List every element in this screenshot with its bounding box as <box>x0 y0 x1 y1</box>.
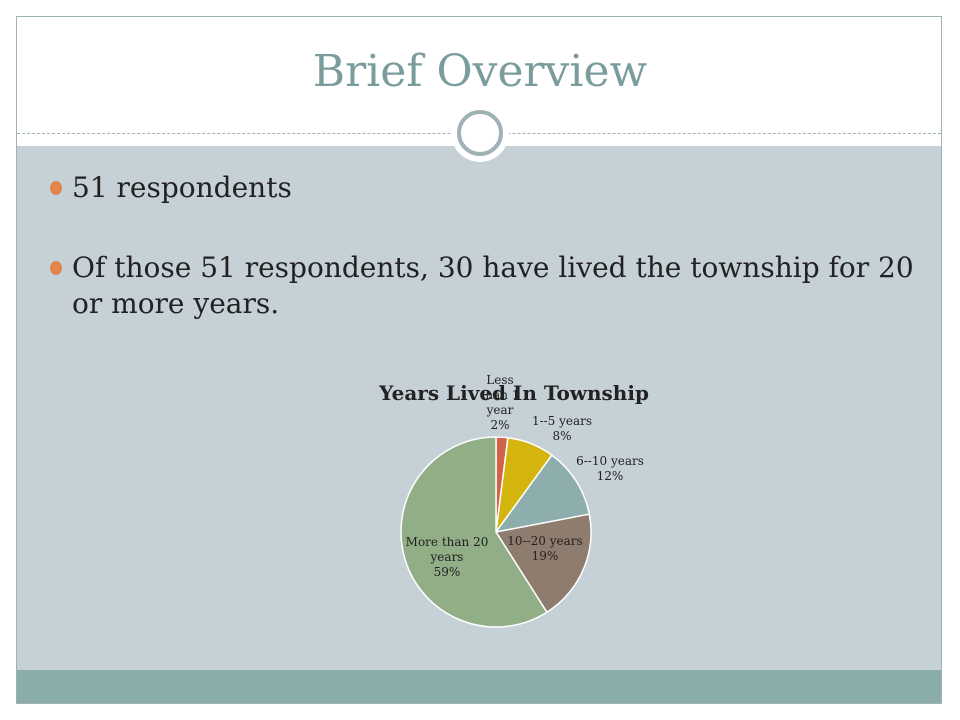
bullet-item: 51 respondents <box>48 170 928 206</box>
bullet-text: Of those 51 respondents, 30 have lived t… <box>72 251 914 320</box>
footer-bar <box>17 670 941 703</box>
bullet-item: Of those 51 respondents, 30 have lived t… <box>48 250 928 322</box>
bullet-text: 51 respondents <box>72 171 292 204</box>
divider-ring-inner <box>457 110 503 156</box>
slide-title: Brief Overview <box>312 46 648 97</box>
bullet-list: 51 respondents Of those 51 respondents, … <box>48 170 928 384</box>
bullet-dot-icon <box>50 261 62 275</box>
bullet-dot-icon <box>50 181 62 195</box>
